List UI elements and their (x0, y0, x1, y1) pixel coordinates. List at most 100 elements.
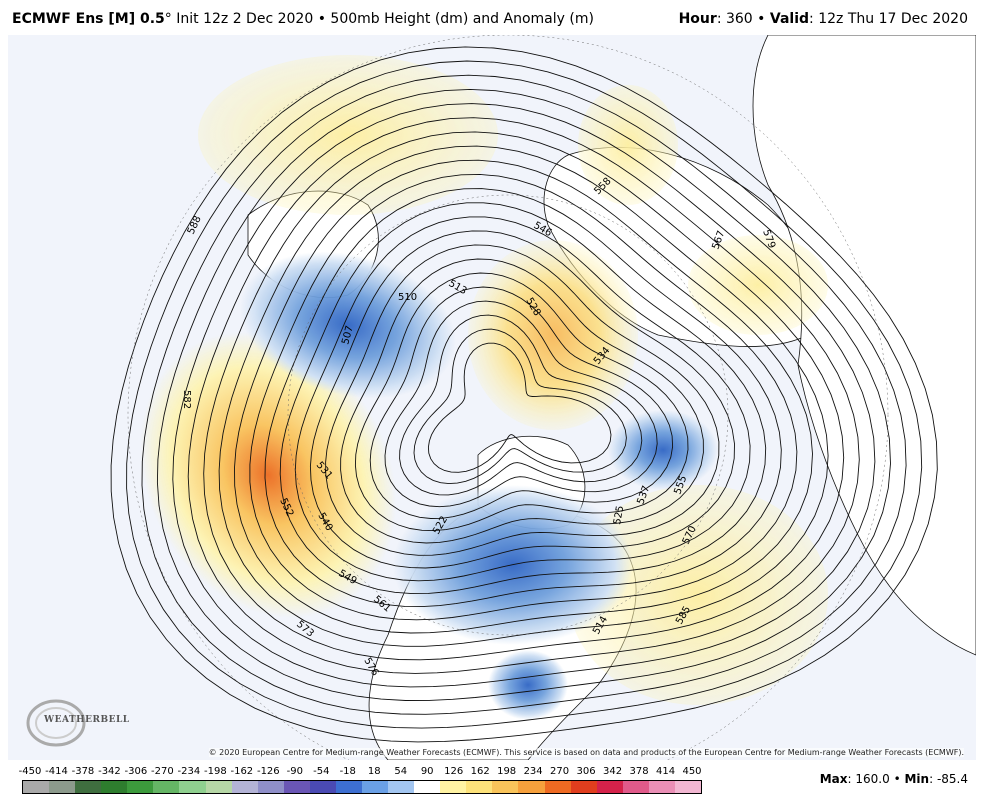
scale-swatch (283, 781, 310, 793)
map-canvas: 588 582 573 561 549 540 531 552 522 510 … (8, 35, 976, 760)
max-min-readout: Max: 160.0 • Min: -85.4 (819, 772, 968, 786)
latitude-circle-60 (287, 194, 729, 636)
height-contour-line (110, 46, 938, 743)
scale-tick-label: 90 (420, 766, 434, 777)
min-label: Min (904, 772, 930, 786)
scale-swatch (362, 781, 389, 793)
map-title: ECMWF Ens [M] 0.5° Init 12z 2 Dec 2020 •… (12, 11, 594, 27)
scale-swatch (127, 781, 154, 793)
negative-anomaly-europe (608, 410, 718, 490)
valid-time: Hour: 360 • Valid: 12z Thu 17 Dec 2020 (678, 11, 968, 27)
height-contour-line (354, 272, 689, 532)
height-contour-line (325, 244, 720, 556)
scale-tick-label: -126 (256, 766, 280, 777)
scale-swatch (257, 781, 284, 793)
valid-label: Valid (769, 11, 810, 27)
scale-tick-label: 198 (497, 766, 517, 777)
scale-swatch (648, 781, 675, 793)
contour-label: 510 (398, 292, 417, 303)
scale-swatch (23, 781, 50, 793)
scale-tick-label: -342 (98, 766, 121, 777)
scale-tick-label: 270 (550, 766, 570, 777)
scale-swatch (75, 781, 102, 793)
scale-swatch (466, 781, 493, 793)
scale-swatch (309, 781, 336, 793)
logo-swirl (26, 699, 86, 747)
model-name: ECMWF Ens [M] 0.5 (12, 11, 165, 27)
scale-swatch (492, 781, 519, 793)
positive-anomaly-asia (688, 235, 828, 335)
scale-tick-label: -18 (339, 766, 356, 777)
negative-anomaly-us-east (488, 650, 568, 720)
positive-anomaly-west-pacific (139, 331, 397, 619)
contour-label: 582 (181, 390, 192, 409)
scale-tick-label: -378 (71, 766, 95, 777)
scale-tick-label: -90 (286, 766, 303, 777)
scale-tick-label: 162 (470, 766, 490, 777)
height-contour-line (141, 74, 907, 715)
height-contour-line (187, 117, 860, 674)
height-contour-line (264, 188, 782, 608)
init-time: Init 12z 2 Dec 2020 (176, 11, 314, 27)
scale-labels: -450 -414 -378 -342 -306 -270 -234 -198 -162 -126… (18, 766, 702, 780)
height-contours (110, 46, 938, 743)
scale-tick-label: -198 (204, 766, 227, 777)
anomaly-color-scale: -450 -414 -378 -342 -306 -270 -234 -198 -162 -126… (18, 766, 702, 806)
contour-label: 507 (340, 324, 356, 345)
scale-tick-label: 18 (367, 766, 381, 777)
valid-value: 12z Thu 17 Dec 2020 (818, 11, 968, 27)
scale-swatch (596, 781, 623, 793)
height-contour-line (172, 103, 876, 688)
scale-swatch (674, 781, 702, 793)
degree-symbol: ° (164, 11, 172, 27)
height-contour-line (234, 159, 813, 634)
forecast-map: 588 582 573 561 549 540 531 552 522 510 … (8, 35, 976, 760)
hour-value: 360 (725, 11, 753, 27)
scale-tick-label: 414 (655, 766, 676, 777)
height-contour-line (279, 202, 767, 595)
scale-swatch (518, 781, 545, 793)
anomaly-shading (139, 55, 828, 720)
positive-anomaly-arctic (468, 240, 638, 430)
header: ECMWF Ens [M] 0.5° Init 12z 2 Dec 2020 •… (0, 0, 984, 34)
weatherbell-logo: WEATHERBELL (22, 693, 129, 757)
contour-label: 525 (612, 505, 626, 526)
scale-tick-label: 126 (444, 766, 464, 777)
graticule (127, 35, 889, 760)
height-contour-line (427, 342, 612, 473)
scale-tick-label: 54 (394, 766, 408, 777)
scale-swatch (101, 781, 128, 793)
height-contour-line (384, 300, 658, 508)
scale-bar (22, 780, 702, 794)
asia-land (752, 35, 976, 656)
scale-swatch (335, 781, 363, 793)
positive-anomaly-pacific-north (198, 55, 498, 215)
scale-swatch (622, 781, 649, 793)
scale-swatch (388, 781, 415, 793)
valid-bullet: • (757, 11, 766, 27)
scale-swatch (231, 781, 258, 793)
scale-tick-label: 450 (682, 766, 702, 777)
scale-tick-label: -162 (230, 766, 254, 777)
scale-tick-label: -54 (313, 766, 330, 777)
height-contour-line (369, 286, 674, 519)
height-contour-line (249, 173, 798, 621)
height-contour-line (413, 328, 627, 485)
scale-tick-label: -414 (45, 766, 68, 777)
scale-tick-label: 342 (603, 766, 623, 777)
scale-tick-label: 234 (523, 766, 543, 777)
height-contour-line (126, 60, 923, 729)
copyright-notice: © 2020 European Centre for Medium-range … (208, 748, 964, 757)
scale-swatch (49, 781, 76, 793)
scale-tick-label: -450 (18, 766, 42, 777)
scale-swatch (440, 781, 467, 793)
scale-tick-label: -306 (124, 766, 148, 777)
height-contour-line (399, 314, 643, 496)
max-label: Max (819, 772, 848, 786)
latitude-circle-30 (127, 35, 889, 760)
scale-tick-label: -270 (151, 766, 174, 777)
min-value: -85.4 (936, 772, 968, 786)
height-contour-line (309, 230, 735, 569)
scale-swatch (544, 781, 571, 793)
positive-anomaly-north-europe (578, 85, 678, 205)
